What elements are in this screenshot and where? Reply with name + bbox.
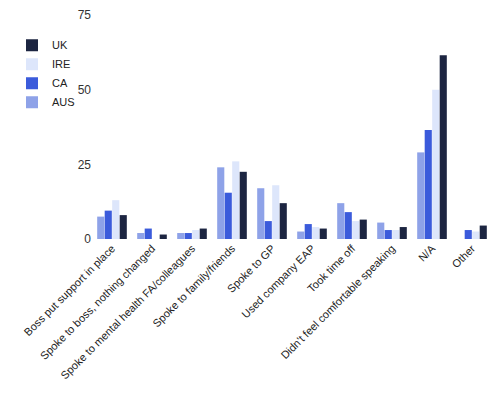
- svg-text:IRE: IRE: [52, 58, 70, 70]
- svg-text:Spoke to family/friends: Spoke to family/friends: [150, 242, 238, 330]
- svg-text:Spoke to boss, nothing changed: Spoke to boss, nothing changed: [38, 242, 158, 362]
- svg-text:Spoke to mental health FA/coll: Spoke to mental health FA/colleagues: [58, 242, 197, 381]
- svg-text:Didn't feel comfortable speaki: Didn't feel comfortable speaking: [278, 242, 397, 361]
- svg-text:Used company EAP: Used company EAP: [239, 242, 317, 320]
- svg-text:75: 75: [78, 8, 92, 22]
- svg-text:25: 25: [78, 158, 92, 172]
- svg-text:50: 50: [78, 83, 92, 97]
- svg-text:Other: Other: [449, 242, 477, 270]
- svg-text:Spoke to GP: Spoke to GP: [225, 242, 278, 295]
- svg-text:UK: UK: [52, 39, 68, 51]
- svg-text:Boss put support in place: Boss put support in place: [21, 242, 117, 338]
- svg-text:N/A: N/A: [416, 242, 438, 264]
- svg-text:Took time off: Took time off: [305, 242, 358, 295]
- svg-text:AUS: AUS: [52, 96, 75, 108]
- svg-text:CA: CA: [52, 77, 68, 89]
- svg-text:0: 0: [84, 232, 91, 246]
